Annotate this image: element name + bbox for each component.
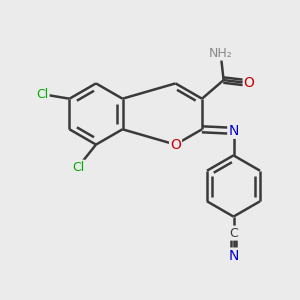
Text: O: O	[244, 76, 254, 90]
Text: O: O	[170, 138, 181, 152]
Text: Cl: Cl	[72, 160, 84, 174]
Text: NH₂: NH₂	[209, 46, 232, 60]
Text: C: C	[229, 226, 238, 240]
Text: Cl: Cl	[36, 88, 49, 101]
Text: N: N	[228, 124, 239, 138]
Text: N: N	[228, 249, 239, 262]
